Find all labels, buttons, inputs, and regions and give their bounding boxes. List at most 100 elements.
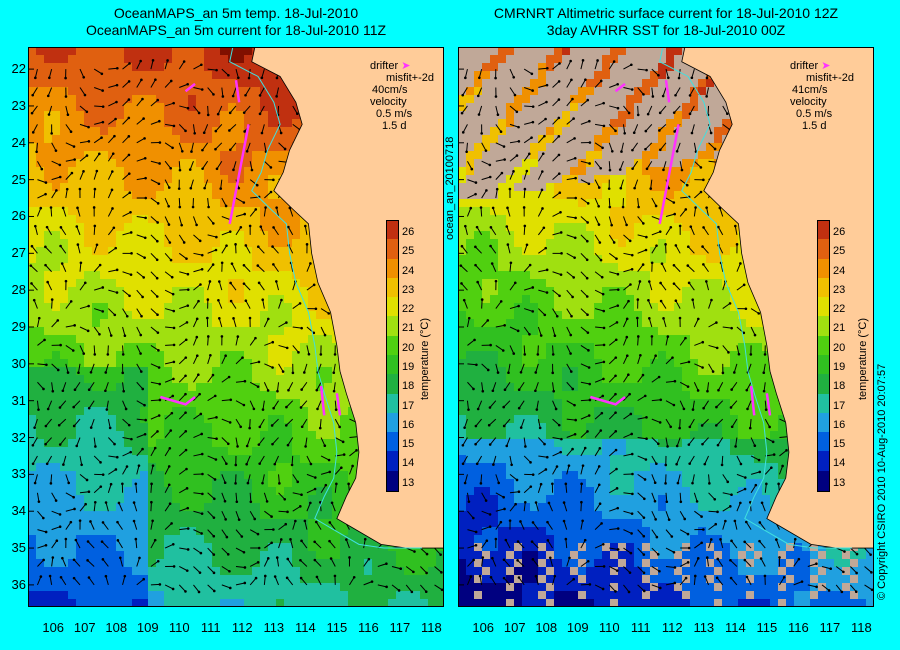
right-legend-misfit-speed: 41cm/s (792, 84, 828, 96)
left-title-line2: OceanMAPS_an 5m current for 18-Jul-2010 … (85, 22, 387, 38)
colorbar-tick-label: 22 (402, 303, 415, 316)
left-legend-duration: 1.5 d (382, 120, 407, 132)
lon-tick-label: 110 (598, 620, 620, 635)
drifter-track (749, 385, 756, 416)
left-legend-scale: 0.5 m/s (376, 108, 413, 120)
colorbar-tick-label: 23 (402, 283, 415, 296)
left-legend: drifter ➤ misfit+-2d 40cm/s velocity 0.5… (370, 60, 434, 132)
right-colorbar-title: temperature (°C) (857, 317, 869, 400)
lon-tick-label: 111 (200, 620, 221, 635)
colorbar-segment (817, 220, 829, 241)
colorbar-tick-label: 22 (833, 303, 846, 316)
lat-tick-label: 26 (11, 208, 26, 224)
right-legend: drifter ➤ misfit+-2d 41cm/s velocity 0.5… (790, 60, 854, 132)
colorbar-segment (386, 432, 398, 453)
drifter-track (160, 395, 196, 406)
right-legend-scale: 0.5 m/s (796, 108, 833, 120)
colorbar-segment (817, 277, 829, 299)
lat-tick-label: 23 (11, 97, 26, 113)
lon-tick-label: 107 (503, 620, 526, 635)
colorbar-tick-label: 15 (402, 438, 415, 451)
colorbar-segment (386, 239, 398, 260)
drifter-track (658, 124, 680, 225)
lon-tick-label: 109 (566, 620, 589, 635)
drifter-arrow-icon: ➤ (821, 60, 831, 72)
colorbar-segment (386, 277, 398, 299)
colorbar-tick-label: 18 (402, 380, 415, 393)
lat-tick-label: 30 (11, 355, 26, 371)
colorbar-tick-label: 26 (402, 226, 415, 238)
colorbar-tick-label: 23 (833, 283, 846, 296)
lon-tick-label: 118 (851, 620, 872, 635)
right-legend-duration: 1.5 d (802, 120, 827, 132)
lon-tick-label: 116 (357, 620, 379, 635)
drifter-track (664, 79, 671, 103)
left-legend-misfit-speed: 40cm/s (372, 84, 408, 96)
lon-tick-label: 114 (294, 620, 316, 635)
lon-tick-label: 117 (819, 620, 841, 635)
colorbar-tick-label: 17 (402, 399, 415, 412)
lon-tick-label: 113 (693, 620, 715, 635)
right-title-line1: CMRNRT Altimetric surface current for 18… (493, 5, 839, 21)
lat-tick-label: 34 (11, 503, 26, 519)
lon-tick-label: 112 (661, 620, 683, 635)
colorbar-tick-label: 14 (833, 457, 846, 470)
right-legend-velocity: velocity (790, 96, 827, 108)
lat-tick-label: 24 (11, 134, 26, 150)
colorbar-segment (386, 374, 398, 395)
lat-tick-label: 27 (11, 245, 26, 261)
colorbar-segment (817, 316, 829, 337)
colorbar-segment (386, 451, 398, 472)
dataset-id-label: ocean_an_20100718 (444, 136, 456, 240)
colorbar-tick-label: 25 (402, 245, 415, 258)
colorbar-tick-label: 13 (833, 476, 846, 489)
shelf-contour (659, 47, 852, 549)
lat-tick-label: 35 (11, 540, 26, 556)
colorbar-tick-label: 16 (833, 418, 846, 431)
colorbar-tick-label: 16 (402, 418, 415, 431)
colorbar-segment (817, 432, 829, 453)
lon-tick-label: 111 (630, 620, 651, 635)
left-legend-misfit: misfit+-2d (386, 72, 434, 84)
lon-tick-label: 115 (756, 620, 778, 635)
colorbar-segment (386, 335, 398, 356)
lon-tick-label: 106 (472, 620, 495, 635)
colorbar-segment (386, 220, 398, 241)
colorbar-segment (817, 297, 829, 318)
colorbar-tick-label: 26 (833, 226, 846, 238)
colorbar-segment (817, 355, 829, 376)
colorbar-segment (817, 258, 829, 279)
colorbar-tick-label: 19 (402, 361, 415, 373)
colorbar-segment (817, 470, 829, 491)
lat-tick-label: 22 (11, 61, 26, 77)
lat-tick-label: 28 (11, 282, 26, 298)
left-map-canvas (28, 47, 444, 607)
colorbar-tick-label: 24 (833, 264, 846, 277)
lon-tick-label: 115 (326, 620, 348, 635)
colorbar-segment (386, 393, 398, 414)
colorbar-tick-label: 17 (833, 399, 846, 412)
colorbar-segment (817, 412, 829, 434)
colorbar-segment (386, 297, 398, 318)
colorbar-tick-label: 20 (402, 341, 415, 354)
right-legend-drifter-label: drifter (790, 60, 819, 72)
colorbar-tick-label: 21 (833, 322, 846, 335)
lon-tick-label: 112 (231, 620, 253, 635)
copyright-label: © Copyright CSIRO 2010 10-Aug-2010 20:07… (876, 363, 888, 600)
drifter-track (228, 124, 250, 225)
drifter-track (234, 79, 241, 103)
left-legend-velocity: velocity (370, 96, 407, 108)
left-legend-drifter-label: drifter (370, 60, 399, 72)
colorbar-segment (386, 258, 398, 279)
colorbar-tick-label: 15 (833, 438, 846, 451)
lat-tick-label: 36 (11, 576, 26, 592)
colorbar-segment (386, 412, 398, 434)
lon-tick-label: 118 (421, 620, 442, 635)
drifter-track (590, 395, 626, 406)
colorbar-segment (817, 374, 829, 395)
lon-tick-label: 107 (73, 620, 96, 635)
lat-tick-label: 33 (11, 466, 26, 482)
lon-tick-label: 109 (136, 620, 159, 635)
colorbar-tick-label: 13 (402, 476, 415, 489)
colorbar-tick-label: 20 (833, 341, 846, 354)
